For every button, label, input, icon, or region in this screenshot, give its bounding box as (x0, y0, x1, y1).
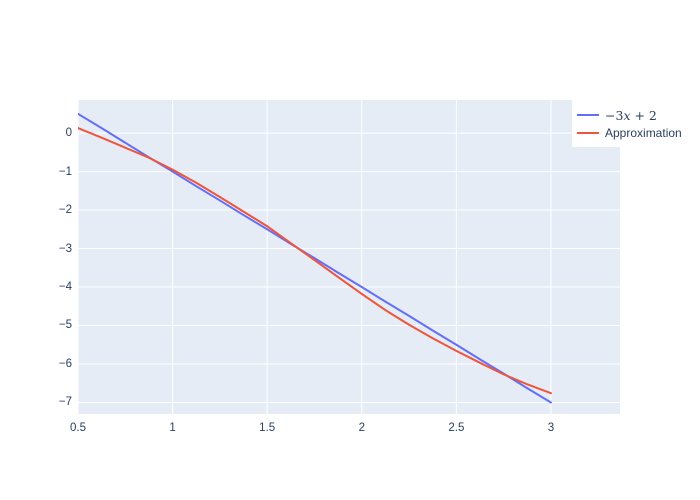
x-tick-label: 1.5 (259, 422, 276, 434)
legend: −3x + 2 Approximation (572, 100, 698, 147)
y-tick-label: −1 (58, 165, 72, 178)
y-tick-label: −2 (58, 204, 72, 217)
series-line-1 (78, 127, 552, 395)
y-tick-label: 0 (65, 127, 72, 140)
x-tick-label: 2.5 (448, 422, 465, 434)
legend-label-approximation: Approximation (605, 126, 682, 140)
x-tick-label: 1 (169, 422, 176, 434)
y-tick-label: −5 (58, 319, 72, 332)
y-tick-label: −3 (58, 242, 72, 255)
x-tick-label: 2 (358, 422, 365, 434)
y-tick-label: −7 (58, 396, 72, 409)
legend-label-linear-function: −3x + 2 (605, 107, 657, 123)
legend-item-linear-function[interactable]: −3x + 2 (577, 106, 698, 124)
x-tick-label: 3 (547, 422, 555, 434)
x-tick-label: 0.5 (70, 422, 86, 434)
y-tick-label: −6 (58, 357, 72, 370)
legend-item-approximation[interactable]: Approximation (577, 124, 698, 142)
y-tick-label: −4 (58, 281, 72, 293)
plot-area[interactable] (78, 100, 620, 414)
chart-canvas (78, 100, 620, 414)
legend-line-sample-blue (577, 114, 599, 116)
legend-line-sample-red (577, 132, 599, 134)
